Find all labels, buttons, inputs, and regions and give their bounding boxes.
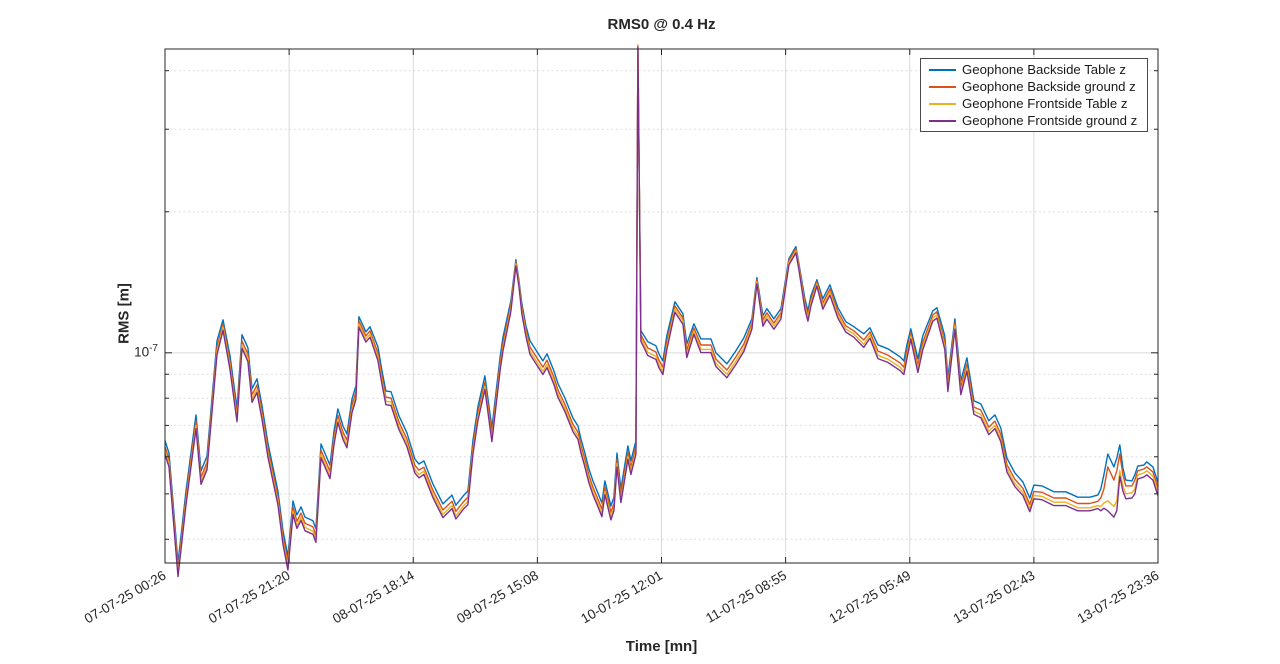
y-tick-exponent: -7 (149, 343, 158, 354)
legend-item[interactable]: Geophone Backside ground z (921, 78, 1147, 95)
x-tick-label: 10-07-25 12:01 (578, 568, 665, 627)
x-tick-label: 13-07-25 23:36 (1075, 568, 1162, 627)
x-tick-label: 07-07-25 00:26 (82, 568, 169, 627)
legend-item-label: Geophone Frontside ground z (962, 113, 1138, 128)
legend-item-label: Geophone Backside Table z (962, 62, 1126, 77)
legend-item-label: Geophone Backside ground z (962, 79, 1136, 94)
series-line (164, 46, 1159, 578)
legend-line-swatch-purple (929, 119, 956, 122)
x-tick-label: 08-07-25 18:14 (330, 567, 417, 626)
x-tick-label: 11-07-25 08:55 (703, 568, 789, 626)
x-axis-label: Time [mn] (625, 638, 698, 655)
x-tick-label: 12-07-25 05:49 (826, 568, 913, 627)
legend-item[interactable]: Geophone Backside Table z (921, 61, 1147, 78)
legend-line-swatch-orange (929, 85, 956, 88)
legend-item[interactable]: Geophone Frontside ground z (921, 112, 1147, 129)
x-tick-label: 13-07-25 02:43 (951, 568, 1038, 627)
x-tick-label: 07-07-25 21:20 (206, 568, 293, 627)
y-tick-base: 10 (134, 344, 150, 360)
legend-line-swatch-yellow (929, 102, 956, 105)
series-line (164, 48, 1159, 571)
legend[interactable]: Geophone Backside Table z Geophone Backs… (920, 58, 1148, 132)
chart-title: RMS0 @ 0.4 Hz (607, 16, 716, 33)
legend-item-label: Geophone Frontside Table z (962, 96, 1128, 111)
series-line (164, 52, 1159, 564)
legend-item[interactable]: Geophone Frontside Table z (921, 95, 1147, 112)
x-tick-label: 09-07-25 15:08 (454, 568, 541, 627)
legend-line-swatch-blue (929, 68, 956, 71)
y-axis-tick-label: 10-7 (118, 343, 158, 360)
